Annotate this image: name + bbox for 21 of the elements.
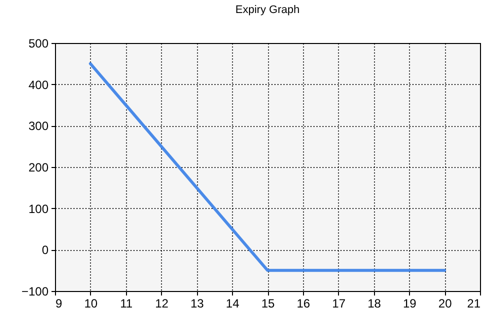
x-tick-label: 18	[368, 296, 382, 310]
x-tick-label: 10	[84, 296, 98, 310]
y-tick-label: 500	[28, 36, 49, 50]
x-tick-label: 11	[120, 296, 133, 310]
y-tick-label: 100	[28, 202, 49, 216]
x-tick-label: 16	[296, 296, 310, 310]
y-tick-label: 400	[28, 78, 49, 92]
y-tick-label: 200	[28, 160, 49, 174]
x-tick-label: 21	[467, 296, 481, 310]
y-tick-label: 0	[42, 243, 49, 258]
x-tick-label: 19	[402, 296, 417, 310]
y-tick-label: 300	[28, 119, 49, 134]
x-tick-label: 14	[226, 296, 240, 310]
chart-title: Expiry Graph	[235, 4, 300, 16]
x-tick-label: 20	[438, 296, 452, 310]
x-tick-label: 17	[332, 296, 346, 310]
x-tick-label: 9	[56, 296, 62, 310]
y-tick-label: −100	[21, 284, 49, 298]
x-tick-label: 13	[190, 296, 204, 310]
x-tick-label: 15	[261, 296, 275, 310]
x-tick-label: 12	[155, 296, 169, 310]
